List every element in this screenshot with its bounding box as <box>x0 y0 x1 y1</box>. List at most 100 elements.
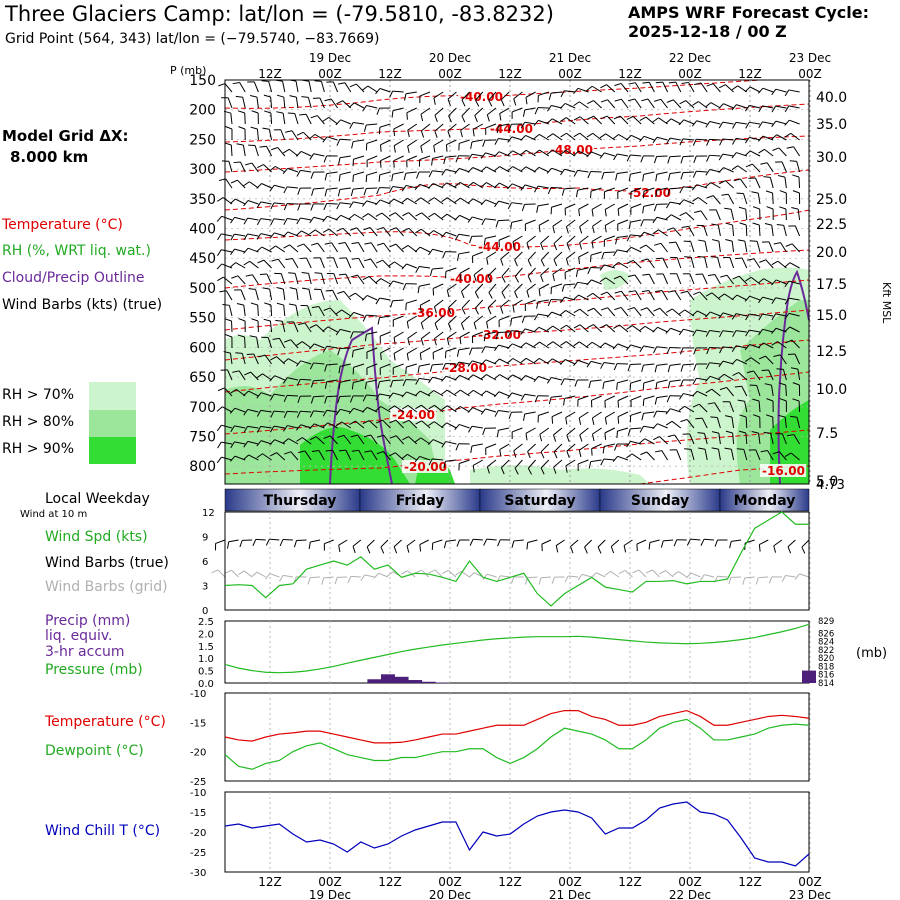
wind-barb-flag <box>494 344 499 352</box>
wind-barb <box>306 257 312 269</box>
pressure-panel-tick: 820 <box>818 654 834 664</box>
wind-barb <box>215 539 226 544</box>
pressure-panel-tick: 829 <box>818 617 834 627</box>
wind-barb <box>603 458 615 461</box>
wind-barb <box>472 360 483 365</box>
wind-barb <box>690 572 701 578</box>
wind-barb-flag <box>639 231 645 238</box>
wind-barb-flag <box>256 392 262 399</box>
wind-barb <box>511 330 523 333</box>
wind-barb-flag <box>447 99 451 106</box>
wind-barb <box>744 401 748 413</box>
wind-barb-flag <box>362 213 369 218</box>
wind-barb <box>353 311 365 317</box>
wind-barb-flag <box>507 202 512 210</box>
time-label-top: 00Z <box>438 67 462 81</box>
wind-barb <box>700 82 708 93</box>
wind-barb-flag <box>560 132 567 138</box>
wind-barb-flag <box>534 395 539 403</box>
wind-barb <box>631 325 642 333</box>
wind-barb-flag <box>428 248 433 256</box>
wind-barb-flag <box>786 434 795 437</box>
wind-barb <box>758 576 769 579</box>
wind-barb <box>631 453 642 461</box>
wind-barb <box>264 354 273 365</box>
contour-label-bg <box>410 306 457 319</box>
wind-barb <box>736 104 747 109</box>
wind-barb <box>735 121 747 125</box>
wind-barb-flag <box>626 344 632 351</box>
wind-barb <box>445 459 457 462</box>
wind-barb-flag <box>705 102 712 108</box>
wind-barb <box>766 162 774 173</box>
wind-barb-flag <box>375 393 381 401</box>
wind-barb <box>796 161 801 173</box>
wind-barb <box>420 139 431 147</box>
wind-barb-flag <box>573 282 578 289</box>
wind-barb <box>775 297 787 301</box>
wind-barb-flag <box>256 246 263 253</box>
wind-barb-flag <box>760 450 768 453</box>
wind-barb-flag <box>481 218 486 226</box>
wind-barb <box>731 417 735 429</box>
wind-barb-flag <box>514 276 520 283</box>
wind-barb <box>380 155 391 162</box>
wind-barb <box>296 539 307 542</box>
wind-barb-flag <box>389 435 397 439</box>
wind-barb-flag <box>785 243 793 247</box>
wind-barb <box>310 539 321 543</box>
wind-barb <box>261 183 272 189</box>
wind-barb-flag <box>523 413 526 421</box>
wind-barb-flag <box>794 573 800 580</box>
wind-barb <box>314 229 325 237</box>
wind-barb <box>749 329 761 333</box>
wind-barb <box>279 338 286 349</box>
wind-barb-flag <box>559 359 566 365</box>
wind-barb <box>511 202 523 205</box>
wind-barb-flag <box>705 121 711 128</box>
wind-barb-flag <box>467 407 474 413</box>
wind-barb <box>630 344 642 349</box>
wind-barb-flag <box>705 362 710 370</box>
wind-barb-flag <box>414 437 422 443</box>
wind-barb-flag <box>261 80 269 82</box>
wind-barb <box>656 346 668 349</box>
wind-at-label: Wind at 10 m <box>20 509 88 520</box>
wind-barb <box>474 107 484 116</box>
date-label-bottom: 23 Dec <box>789 888 831 900</box>
wind-barb <box>643 411 655 414</box>
wind-barb <box>540 576 551 579</box>
cloud-outline <box>329 326 393 485</box>
wind-barb <box>607 99 616 109</box>
wind-barb-flag <box>322 136 328 143</box>
wind-barb-flag <box>587 171 592 179</box>
wind-barb-flag <box>546 105 552 112</box>
precip-tick: 2.5 <box>198 617 214 628</box>
wind-barb-flag <box>654 98 661 102</box>
wind-barb <box>485 152 497 157</box>
wind-barb-flag <box>536 205 539 213</box>
wind-barb <box>604 187 615 193</box>
wind-barb-flag <box>590 191 592 199</box>
wind-barb <box>537 203 549 207</box>
wind-barb <box>332 289 339 301</box>
wind-barb <box>357 434 365 445</box>
wind-barb <box>498 391 510 397</box>
wind-barb-flag <box>417 366 420 374</box>
rh-region <box>470 465 650 484</box>
wind-barb-flag <box>493 358 500 365</box>
wind-barb-flag <box>738 430 746 434</box>
wind-barb-flag <box>459 337 462 345</box>
wind-barb-flag <box>402 379 407 387</box>
wind-barb-flag <box>628 174 631 182</box>
wind-barb-flag <box>309 343 315 350</box>
wind-barb <box>643 203 655 207</box>
wind-barb <box>526 283 536 292</box>
wind-barb <box>459 423 470 429</box>
wind-barb <box>328 117 338 125</box>
wind-barb <box>366 363 378 369</box>
wind-barb <box>432 363 444 366</box>
wind-barb <box>221 424 233 429</box>
wind-barb-flag <box>282 168 288 175</box>
wind-barb-flag <box>786 146 794 149</box>
